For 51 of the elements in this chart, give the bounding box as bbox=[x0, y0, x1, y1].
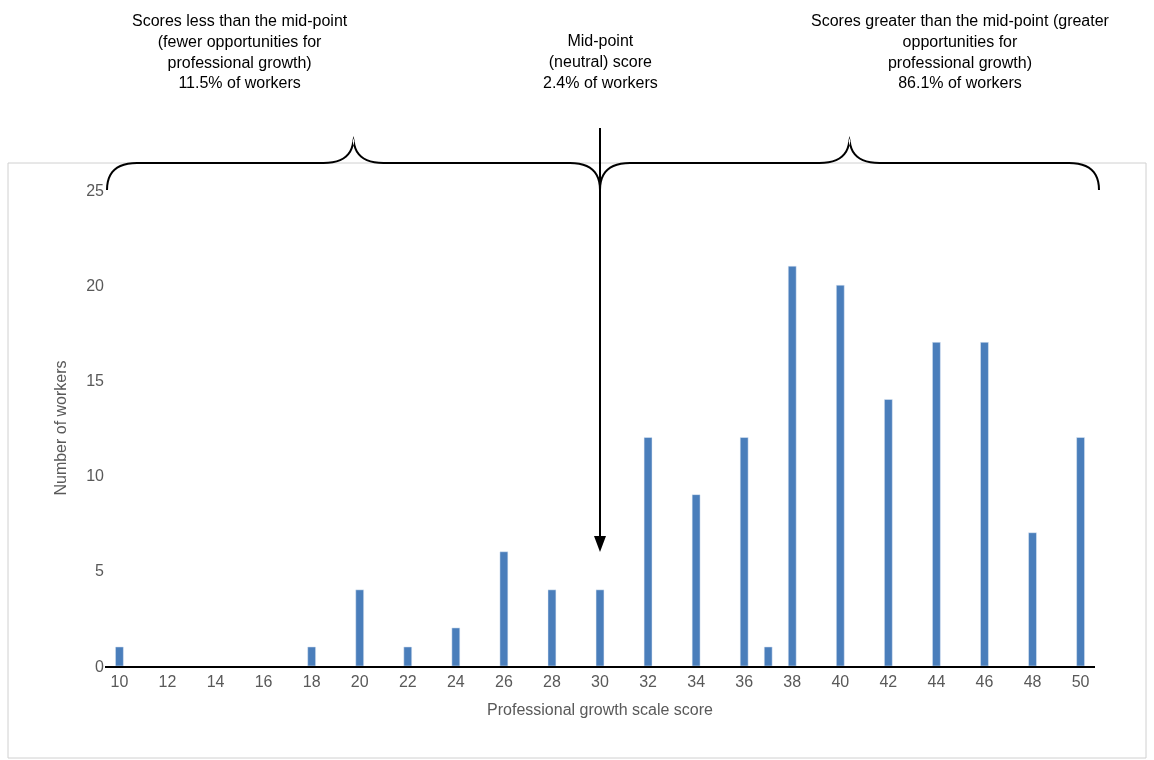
bar bbox=[884, 399, 893, 666]
bar bbox=[980, 342, 989, 666]
x-tick-label: 38 bbox=[783, 672, 802, 690]
bar bbox=[691, 494, 701, 666]
bar bbox=[115, 646, 124, 666]
y-tick-label: 10 bbox=[86, 467, 105, 485]
x-tick-label: 40 bbox=[831, 672, 850, 690]
x-tick-label: 24 bbox=[446, 672, 465, 690]
bar bbox=[355, 589, 364, 666]
bar bbox=[739, 437, 749, 666]
x-tick-label: 50 bbox=[1071, 672, 1090, 690]
x-tick-label: 28 bbox=[543, 672, 561, 690]
x-tick-label: 30 bbox=[591, 672, 609, 690]
bar bbox=[1028, 532, 1037, 666]
y-tick-label: 0 bbox=[95, 657, 105, 675]
x-tick-label: 46 bbox=[975, 672, 994, 690]
x-tick-label: 18 bbox=[302, 672, 321, 690]
bar bbox=[1076, 437, 1085, 666]
bar bbox=[307, 646, 316, 666]
x-tick-label: 26 bbox=[494, 672, 513, 690]
bar bbox=[788, 265, 797, 666]
text: Scores less than the mid-point (fewer opportunities for professional growth) 11.5% of workers bbox=[132, 12, 348, 92]
x-tick-label: 10 bbox=[110, 672, 129, 690]
bar bbox=[451, 627, 461, 666]
x-tick-label: 48 bbox=[1023, 672, 1042, 690]
y-tick-label: 20 bbox=[86, 276, 105, 294]
x-tick-label: 12 bbox=[158, 672, 177, 690]
x-tick-label: 36 bbox=[735, 672, 754, 690]
x-tick-label: 14 bbox=[206, 672, 225, 690]
bar bbox=[932, 342, 941, 666]
text: Scores greater than the mid-point (greater opportunities for professional growth) 86.1% of workers bbox=[811, 12, 1110, 92]
bar bbox=[643, 437, 653, 666]
x-tick-label: 42 bbox=[879, 672, 898, 690]
x-tick-label: 22 bbox=[398, 672, 417, 690]
bar bbox=[595, 589, 605, 666]
x-tick-label: 34 bbox=[687, 672, 706, 690]
y-tick-label: 15 bbox=[86, 372, 105, 389]
text: Mid-point (neutral) score 2.4% of workers bbox=[543, 32, 658, 91]
x-axis-title: Professional growth scale score bbox=[487, 701, 714, 719]
x-tick-label: 20 bbox=[350, 672, 369, 690]
x-tick-label: 32 bbox=[639, 672, 658, 690]
y-tick-label: 5 bbox=[95, 562, 105, 580]
bar bbox=[836, 284, 845, 666]
bar bbox=[403, 646, 412, 666]
y-tick-label: 25 bbox=[86, 181, 105, 199]
y-axis-title: Number of workers bbox=[52, 360, 70, 496]
bar bbox=[499, 551, 509, 666]
bar bbox=[547, 589, 557, 666]
bar bbox=[763, 646, 773, 666]
x-tick-label: 16 bbox=[254, 672, 273, 690]
x-tick-label: 44 bbox=[927, 672, 946, 690]
